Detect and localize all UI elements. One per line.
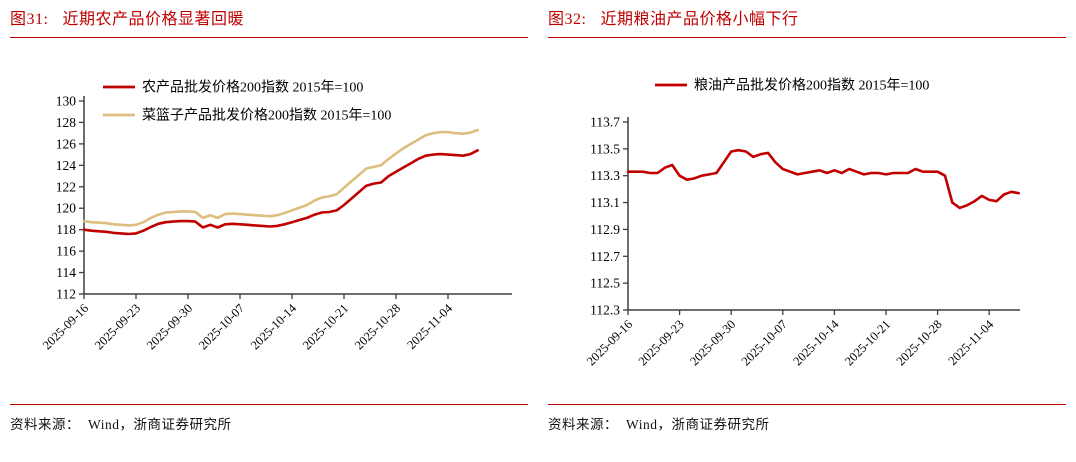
x-tick-label: 2025-10-28 — [894, 317, 945, 368]
x-tick-label: 2025-10-28 — [352, 301, 403, 352]
x-tick-label: 2025-10-07 — [196, 301, 247, 352]
source-text: Wind，浙商证券研究所 — [88, 417, 232, 432]
legend-label: 粮油产品批发价格200指数 2015年=100 — [694, 78, 929, 94]
figure-title: 图31: 近期农产品价格显著回暖 — [10, 9, 528, 31]
x-tick-label: 2025-11-04 — [945, 317, 996, 368]
x-tick-label: 2025-09-16 — [584, 317, 635, 368]
y-tick-label: 113.5 — [590, 141, 620, 156]
series-line-0 — [626, 148, 1020, 210]
x-tick-label: 2025-10-14 — [248, 301, 300, 353]
figure-panel-grain-oil: 图32: 近期粮油产品价格小幅下行 112.3 112.5 112.7 112.9 113… — [538, 0, 1076, 433]
y-tick-label: 112 — [56, 287, 76, 302]
source-note: 资料来源： Wind，浙商证券研究所 — [10, 413, 528, 433]
y-tick-label: 126 — [56, 136, 77, 151]
source-text: Wind，浙商证券研究所 — [626, 417, 770, 432]
source-divider — [10, 404, 528, 405]
x-tick-label: 2025-09-23 — [636, 317, 687, 368]
x-tick-label: 2025-09-30 — [687, 317, 738, 368]
series-line-0 — [82, 149, 479, 236]
x-tick-label: 2025-11-04 — [404, 301, 455, 352]
y-tick-label: 116 — [56, 244, 76, 259]
y-tick-label: 113.3 — [590, 168, 620, 183]
y-tick-label: 112.9 — [590, 222, 620, 237]
x-tick-label: 2025-09-30 — [144, 301, 195, 352]
agri-price-line-chart: 112 114 116 118 120 122 124 126 128 130 2025-09-16… — [40, 80, 512, 353]
source-label: 资料来源： — [548, 417, 618, 432]
source-divider — [548, 404, 1066, 405]
y-tick-label: 120 — [56, 201, 77, 216]
legend-label: 农产品批发价格200指数 2015年=100 — [142, 80, 363, 96]
y-tick-label: 113.1 — [590, 195, 620, 210]
series-line-1 — [82, 128, 479, 227]
source-note: 资料来源： Wind，浙商证券研究所 — [548, 413, 1066, 433]
x-tick-label: 2025-10-21 — [842, 317, 893, 368]
source-label: 资料来源： — [10, 417, 80, 432]
report-figures-row: 图31: 近期农产品价格显著回暖 112 114 116 118 120 122 124 126… — [0, 0, 1076, 433]
title-divider — [10, 37, 528, 38]
figure-title: 图32: 近期粮油产品价格小幅下行 — [548, 9, 1066, 31]
grain-oil-price-line-chart: 112.3 112.5 112.7 112.9 113.1 113.3 113.5 113.7… — [584, 78, 1020, 369]
x-tick-label: 2025-10-14 — [790, 317, 842, 369]
x-tick-label: 2025-10-07 — [739, 317, 790, 368]
x-tick-label: 2025-09-23 — [92, 301, 143, 352]
y-tick-label: 112.3 — [590, 303, 620, 318]
y-tick-label: 113.7 — [590, 115, 620, 130]
y-tick-label: 118 — [56, 222, 76, 237]
x-tick-label: 2025-09-16 — [40, 301, 91, 352]
y-tick-label: 112.5 — [590, 276, 620, 291]
title-divider — [548, 37, 1066, 38]
y-tick-label: 128 — [56, 115, 77, 130]
figure-title-text: 近期农产品价格显著回暖 — [62, 11, 244, 28]
y-tick-label: 114 — [56, 265, 76, 280]
figure-number: 图31: — [10, 11, 49, 28]
y-tick-label: 124 — [56, 158, 77, 173]
y-tick-label: 122 — [56, 179, 76, 194]
figure-number: 图32: — [548, 11, 587, 28]
y-tick-label: 112.7 — [590, 249, 620, 264]
x-tick-label: 2025-10-21 — [300, 301, 351, 352]
figure-panel-agri: 图31: 近期农产品价格显著回暖 112 114 116 118 120 122 124 126… — [0, 0, 538, 433]
figure-title-text: 近期粮油产品价格小幅下行 — [600, 11, 799, 28]
y-tick-label: 130 — [56, 94, 77, 109]
legend-label: 菜篮子产品批发价格200指数 2015年=100 — [142, 108, 391, 124]
